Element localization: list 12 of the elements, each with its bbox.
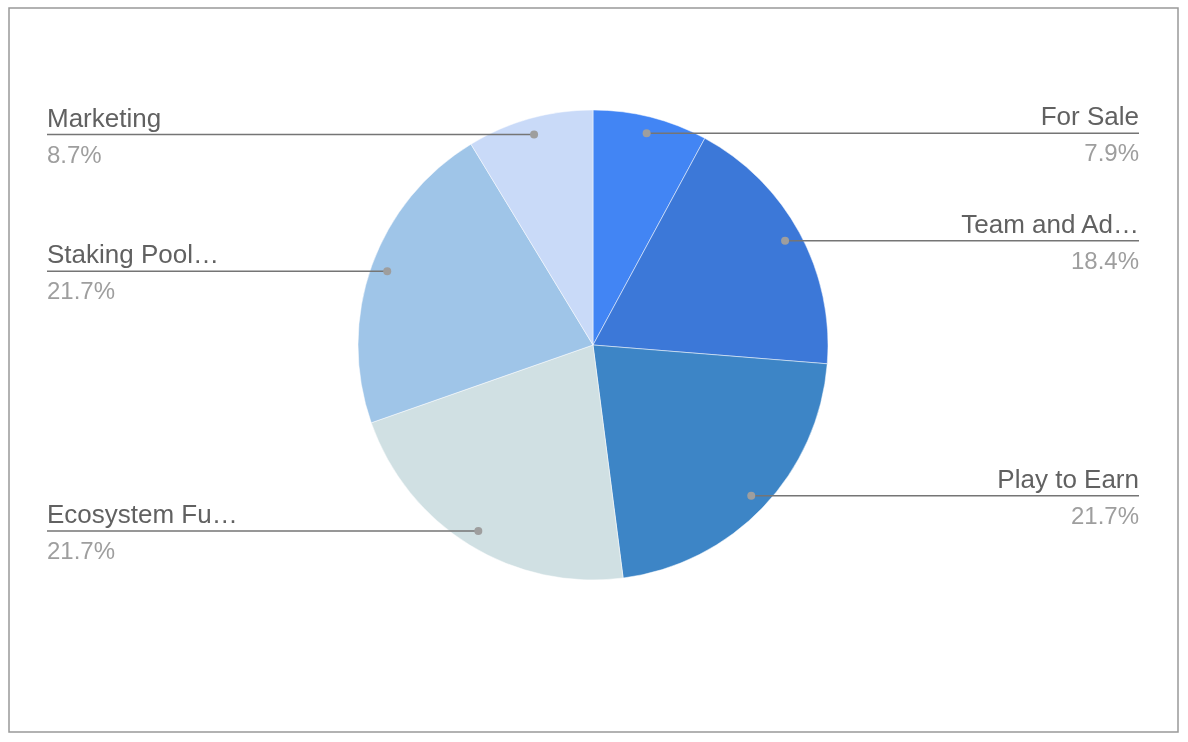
slice-label: For Sale xyxy=(1040,101,1139,132)
data-label: 21.7% xyxy=(1070,501,1139,529)
slice-label: Ecosystem Fu… xyxy=(47,499,238,530)
data-label: 21.7% xyxy=(47,537,116,565)
slice-label: Team and Ad… xyxy=(961,208,1139,239)
data-label: 21.7% xyxy=(47,277,116,305)
slice-label: Marketing xyxy=(47,102,162,133)
data-label: 7.9% xyxy=(1084,139,1139,167)
data-label: 8.7% xyxy=(47,140,102,168)
slice-label: Staking Pool… xyxy=(47,239,219,270)
slice-label: Play to Earn xyxy=(997,463,1139,494)
data-label: 18.4% xyxy=(1070,246,1139,274)
